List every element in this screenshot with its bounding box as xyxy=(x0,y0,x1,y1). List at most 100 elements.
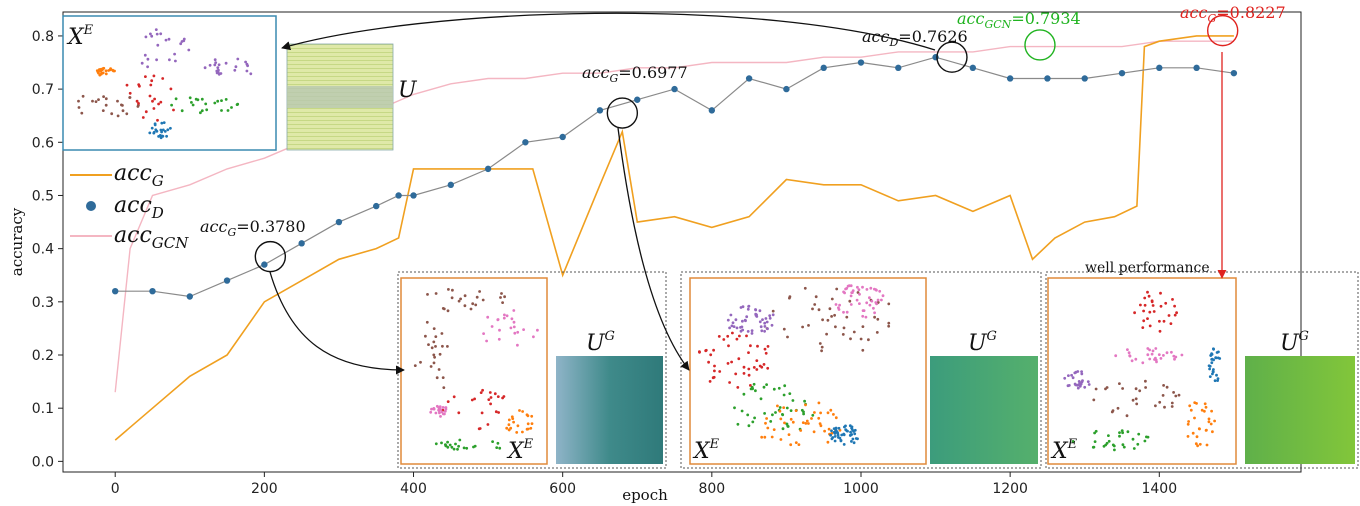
scatter-point xyxy=(530,414,534,418)
scatter-point xyxy=(839,439,843,442)
scatter-point xyxy=(135,99,139,103)
scatter-point xyxy=(1136,442,1140,446)
scatter-point xyxy=(1146,347,1150,350)
scatter-point xyxy=(429,410,433,414)
scatter-point xyxy=(448,443,452,447)
scatter-point xyxy=(814,295,818,299)
scatter-point xyxy=(1212,358,1215,362)
scatter-point xyxy=(865,288,869,291)
scatter-point xyxy=(512,320,516,324)
scatter-point xyxy=(1134,387,1138,391)
plot-frame xyxy=(62,11,1302,473)
scatter-point xyxy=(500,292,503,295)
scatter-point xyxy=(1211,430,1214,434)
scatter-point xyxy=(1143,439,1147,443)
scatter-point xyxy=(763,347,767,351)
scatter-point xyxy=(753,416,756,420)
scatter-point xyxy=(854,437,858,440)
scatter-point xyxy=(443,409,447,413)
annotation-circle-a3 xyxy=(936,41,968,73)
scatter-point xyxy=(764,317,768,320)
scatter-point xyxy=(441,344,444,348)
scatter-point xyxy=(875,331,879,334)
scatter-point xyxy=(833,313,836,317)
scatter-point xyxy=(170,103,174,107)
series-line-acc-d xyxy=(115,56,1234,298)
scatter-point xyxy=(833,439,837,443)
scatter-point xyxy=(156,43,160,47)
scatter-point xyxy=(236,57,240,61)
scatter-point xyxy=(526,414,530,418)
scatter-point xyxy=(868,303,872,307)
scatter-point xyxy=(166,128,170,132)
scatter-point xyxy=(496,318,500,322)
scatter-point xyxy=(1215,351,1219,354)
scatter-point xyxy=(509,326,513,330)
scatter-point xyxy=(801,325,804,329)
scatter-point xyxy=(1066,384,1070,388)
scatter-point xyxy=(199,111,202,115)
scatter-point xyxy=(788,296,791,300)
scatter-point xyxy=(444,444,448,447)
scatter-point xyxy=(1138,389,1142,393)
scatter-point xyxy=(736,422,740,426)
scatter-point xyxy=(1203,402,1207,406)
scatter-point xyxy=(735,337,739,341)
scatter-point xyxy=(438,411,441,415)
scatter-point xyxy=(148,131,152,135)
scatter-point xyxy=(1162,354,1165,357)
x-tick-label: 1000 xyxy=(843,481,879,497)
scatter-point xyxy=(1122,445,1126,449)
scatter-point xyxy=(510,317,514,321)
scatter-point xyxy=(220,99,223,102)
scatter-point xyxy=(121,109,125,113)
scatter-point xyxy=(1197,427,1201,430)
scatter-point xyxy=(1154,404,1157,408)
scatter-point xyxy=(1212,368,1215,371)
scatter-point xyxy=(214,61,218,64)
annotation-label-a4: accGCN=0.7934 xyxy=(957,9,1081,31)
scatter-point xyxy=(159,128,163,132)
scatter-point xyxy=(161,128,165,132)
scatter-point xyxy=(1155,360,1158,364)
scatter-point xyxy=(758,364,762,368)
scatter-point xyxy=(730,360,733,364)
point-acc-d xyxy=(373,202,380,210)
scatter-point xyxy=(498,446,502,450)
scatter-point xyxy=(1146,290,1149,294)
scatter-point xyxy=(244,60,248,64)
point-acc-d xyxy=(298,240,305,247)
scatter-point xyxy=(1171,298,1174,301)
scatter-point xyxy=(731,331,734,335)
scatter-point xyxy=(486,423,490,426)
scatter-point xyxy=(726,362,730,365)
scatter-point xyxy=(722,338,726,341)
scatter-point xyxy=(224,61,228,65)
inset-3-ug-matrix xyxy=(1245,356,1355,464)
scatter-point xyxy=(853,432,857,436)
scatter-point xyxy=(1200,408,1204,412)
scatter-point xyxy=(174,97,178,101)
annotation-label-a2: accG=0.6977 xyxy=(582,63,688,85)
scatter-point xyxy=(102,95,105,98)
scatter-point xyxy=(217,63,221,67)
scatter-point xyxy=(745,315,749,319)
scatter-point xyxy=(511,417,515,420)
scatter-point xyxy=(188,96,192,100)
point-acc-d xyxy=(395,192,402,199)
scatter-point xyxy=(887,324,891,328)
scatter-point xyxy=(779,438,783,441)
scatter-point xyxy=(1071,376,1075,380)
scatter-point xyxy=(1107,434,1110,437)
scatter-point xyxy=(1151,304,1155,307)
scatter-point xyxy=(446,309,450,313)
scatter-point xyxy=(789,417,793,421)
scatter-point xyxy=(820,349,823,353)
scatter-point xyxy=(213,63,217,67)
scatter-point xyxy=(1189,408,1193,412)
scatter-point xyxy=(97,70,100,73)
scatter-point xyxy=(1131,437,1135,441)
scatter-point xyxy=(1172,354,1176,358)
scatter-point xyxy=(479,391,483,394)
scatter-point xyxy=(1210,361,1214,365)
